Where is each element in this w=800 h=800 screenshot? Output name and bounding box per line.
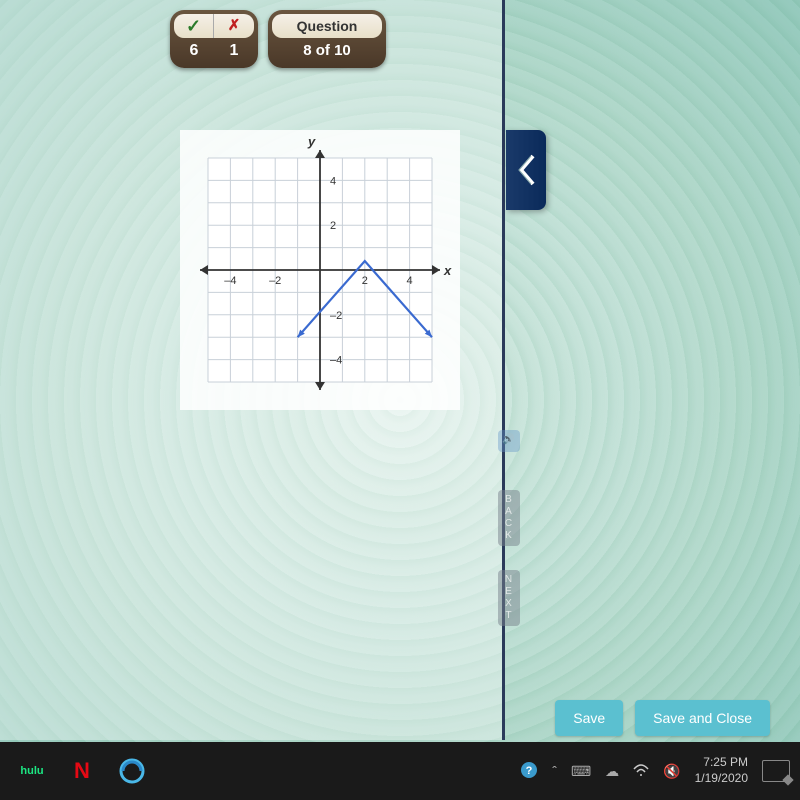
save-button[interactable]: Save [555,700,623,736]
svg-text:–4: –4 [330,355,342,367]
help-icon[interactable]: ? [520,761,538,782]
svg-text:–4: –4 [224,275,236,287]
svg-text:y: y [307,134,316,149]
svg-text:2: 2 [362,275,368,287]
x-icon: ✗ [214,14,254,38]
save-close-button[interactable]: Save and Close [635,700,770,736]
correct-count: 6 [174,38,214,64]
speaker-icon: 🔊 [502,434,515,445]
svg-text:x: x [443,263,452,278]
content-panel: ✓ ✗ 6 1 Question 8 of 10 –4 –2 2 4 –4 –2 2 4 y x [0,0,505,740]
chevron-up-icon[interactable]: ˆ [552,763,557,779]
wrong-count: 1 [214,38,254,64]
keyboard-icon[interactable]: ⌨ [571,763,591,780]
chevron-left-icon [515,152,537,188]
next-button[interactable]: NEXT [498,570,520,626]
question-badge: Question 8 of 10 [268,10,386,68]
time-label: 7:25 PM [695,755,748,771]
question-label: Question [297,14,358,38]
cloud-icon[interactable]: ☁ [605,763,619,780]
edge-icon[interactable] [108,749,156,793]
back-button[interactable]: BACK [498,490,520,546]
clock[interactable]: 7:25 PM 1/19/2020 [695,755,748,786]
score-badges: ✓ ✗ 6 1 Question 8 of 10 [170,10,386,68]
action-buttons: Save Save and Close [555,700,770,736]
svg-text:–2: –2 [330,310,342,322]
hulu-icon[interactable]: hulu [8,749,56,793]
score-badge: ✓ ✗ 6 1 [170,10,258,68]
sound-button[interactable]: 🔊 [498,430,520,452]
expand-tab[interactable] [506,130,546,210]
svg-text:?: ? [526,765,533,777]
netflix-icon[interactable]: N [58,749,106,793]
notifications-icon[interactable] [762,760,790,782]
svg-text:–2: –2 [269,275,281,287]
svg-text:4: 4 [330,175,336,187]
check-icon: ✓ [174,14,214,38]
wifi-icon[interactable] [633,763,649,780]
coordinate-graph: –4 –2 2 4 –4 –2 2 4 y x [180,130,460,410]
svg-text:2: 2 [330,220,336,232]
volume-mute-icon[interactable]: 🔇 [663,763,680,780]
date-label: 1/19/2020 [695,771,748,787]
question-progress: 8 of 10 [272,38,382,63]
svg-text:4: 4 [407,275,413,287]
taskbar: hulu N ? ˆ ⌨ ☁ 🔇 7:25 PM 1/19/2020 [0,742,800,800]
